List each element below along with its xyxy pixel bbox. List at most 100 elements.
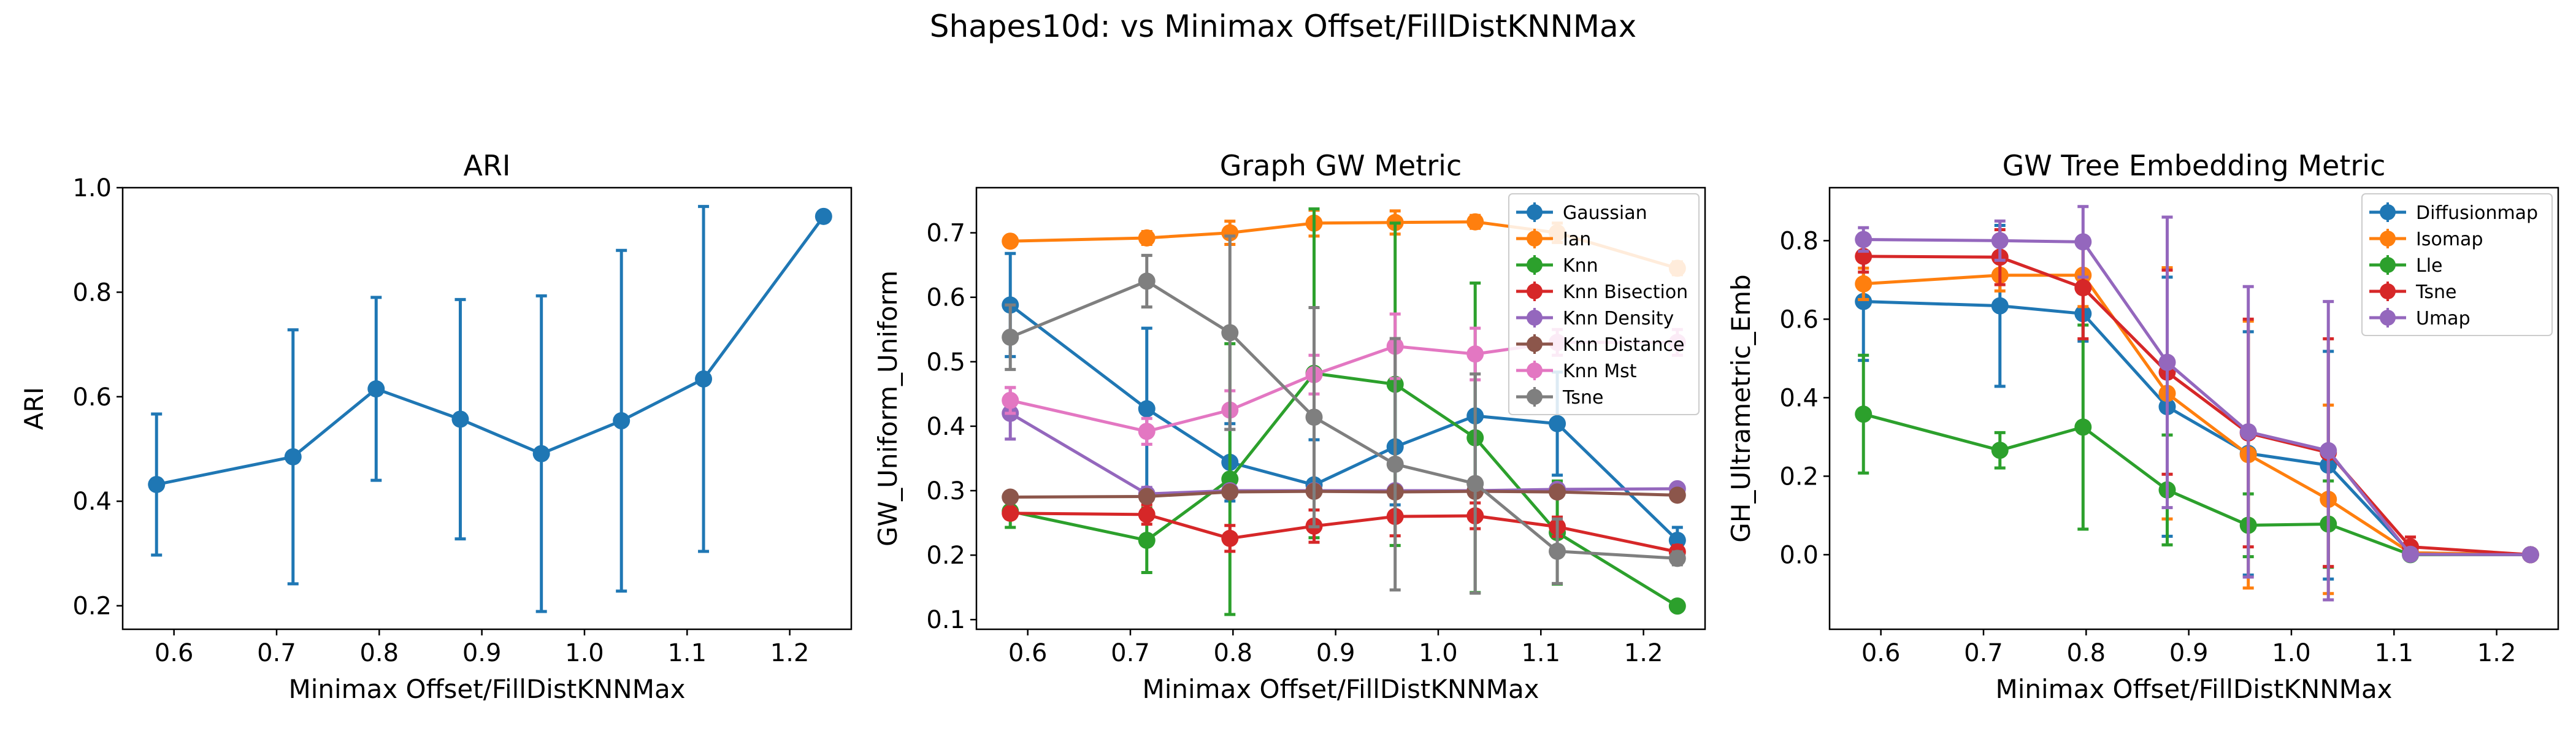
data-point — [1549, 415, 1566, 432]
data-point — [1668, 486, 1686, 504]
data-point — [1855, 293, 1873, 310]
data-point — [1305, 408, 1323, 426]
legend-label: Isomap — [2416, 229, 2483, 250]
x-axis-label: Minimax Offset/FillDistKNNMax — [288, 674, 685, 704]
y-tick-label: 0.0 — [1779, 541, 1819, 569]
figure-suptitle: Shapes10d: vs Minimax Offset/FillDistKNN… — [930, 9, 1637, 44]
series-tsne — [1002, 234, 1686, 595]
data-point — [1002, 504, 1019, 522]
y-tick-label: 0.7 — [926, 220, 965, 248]
legend-marker — [1527, 231, 1543, 247]
data-point — [1991, 297, 2009, 315]
legend-entry: Umap — [2369, 308, 2471, 329]
plot-area — [1002, 207, 1686, 616]
data-point — [1002, 232, 1019, 250]
plot-area — [1855, 205, 2539, 602]
legend-label: Knn Density — [1563, 308, 1674, 329]
legend-label: Umap — [2416, 308, 2471, 329]
x-tick-label: 1.2 — [2477, 639, 2517, 667]
data-point — [1138, 400, 1156, 418]
legend-entry: Tsne — [2369, 282, 2456, 303]
data-point — [1138, 229, 1156, 247]
data-point — [1221, 529, 1239, 547]
legend-marker — [1527, 310, 1543, 326]
subplot-3: GW Tree Embedding Metric 0.6 0.7 0.8 0.9 1.0 1… — [1726, 149, 2559, 704]
y-tick-label: 0.4 — [1779, 384, 1819, 412]
legend-box — [1508, 193, 1700, 415]
legend-entry: Isomap — [2369, 229, 2483, 250]
series-line — [1010, 279, 1677, 560]
legend-marker — [2380, 231, 2396, 247]
data-point — [1466, 213, 1484, 231]
legend-label: Gaussian — [1563, 202, 1647, 224]
legend-box — [2361, 193, 2553, 336]
legend-label: Lle — [2416, 255, 2443, 277]
legend-label: Knn Distance — [1563, 334, 1684, 356]
legend-label: Ian — [1563, 229, 1591, 250]
data-point — [2074, 233, 2092, 251]
series-line — [1010, 512, 1678, 554]
data-point — [1855, 275, 1873, 293]
legend-label: Knn — [1563, 255, 1598, 277]
x-tick-label: 0.6 — [1008, 639, 1048, 667]
data-point — [2074, 279, 2092, 297]
axes-frame — [121, 186, 853, 631]
data-point — [148, 475, 166, 493]
plot-area — [148, 205, 832, 613]
data-point — [695, 370, 713, 388]
x-axis-label: Minimax Offset/FillDistKNNMax — [1995, 674, 2392, 704]
y-tick-label: 0.6 — [926, 284, 965, 312]
data-point — [1668, 597, 1686, 615]
x-tick-label: 1.1 — [667, 639, 707, 667]
data-point — [815, 207, 832, 225]
data-point — [1138, 505, 1156, 523]
subplot-title: Graph GW Metric — [1220, 149, 1462, 182]
y-tick-label: 0.6 — [1779, 305, 1819, 334]
legend-label: Knn Mst — [1563, 361, 1637, 382]
data-point — [2074, 418, 2092, 436]
x-tick-label: 1.0 — [1419, 639, 1458, 667]
data-point — [532, 445, 550, 462]
data-point — [1991, 442, 2009, 459]
legend-marker — [1527, 283, 1543, 299]
y-axis-label: ARI — [19, 387, 49, 430]
axes-frame — [1828, 186, 2559, 631]
series-line — [1010, 489, 1677, 499]
series-line — [1863, 255, 2531, 556]
y-tick-label: 0.8 — [1779, 227, 1819, 255]
x-tick-label: 1.0 — [2272, 639, 2311, 667]
x-tick-label: 0.7 — [1964, 639, 2003, 667]
data-point — [613, 412, 631, 430]
series-knn-mst — [1002, 312, 1686, 446]
x-tick-label: 0.8 — [359, 639, 399, 667]
y-tick-label: 0.6 — [72, 383, 112, 412]
y-tick-label: 0.2 — [1779, 462, 1819, 491]
y-tick-label: 0.5 — [926, 348, 965, 377]
data-point — [284, 448, 302, 466]
y-tick-label: 0.8 — [72, 278, 112, 307]
x-tick-label: 0.8 — [1213, 639, 1252, 667]
x-tick-label: 1.1 — [1521, 639, 1560, 667]
y-tick-label: 0.4 — [926, 413, 965, 441]
data-point — [1138, 423, 1156, 440]
legend-marker — [2380, 204, 2396, 220]
legend-entry: Ian — [1516, 229, 1591, 250]
y-tick-label: 0.2 — [926, 542, 965, 570]
data-point — [1549, 542, 1566, 560]
legend-entry: Knn Mst — [1516, 361, 1637, 382]
x-axis-label: Minimax Offset/FillDistKNNMax — [1142, 674, 1539, 704]
data-point — [1221, 483, 1239, 501]
legend-entry: Tsne — [1516, 387, 1603, 408]
y-tick-label: 0.1 — [926, 606, 965, 634]
legend-entry: Knn Bisection — [1516, 282, 1688, 303]
legend-entry: Gaussian — [1516, 202, 1647, 224]
data-point — [2521, 546, 2539, 564]
x-tick-label: 1.2 — [1624, 639, 1663, 667]
series-line — [156, 215, 825, 486]
x-tick-label: 0.9 — [2169, 639, 2209, 667]
legend-label: Diffusionmap — [2416, 202, 2538, 224]
data-point — [1386, 455, 1404, 473]
y-tick-label: 0.3 — [926, 477, 965, 505]
legend-marker — [2380, 283, 2396, 299]
